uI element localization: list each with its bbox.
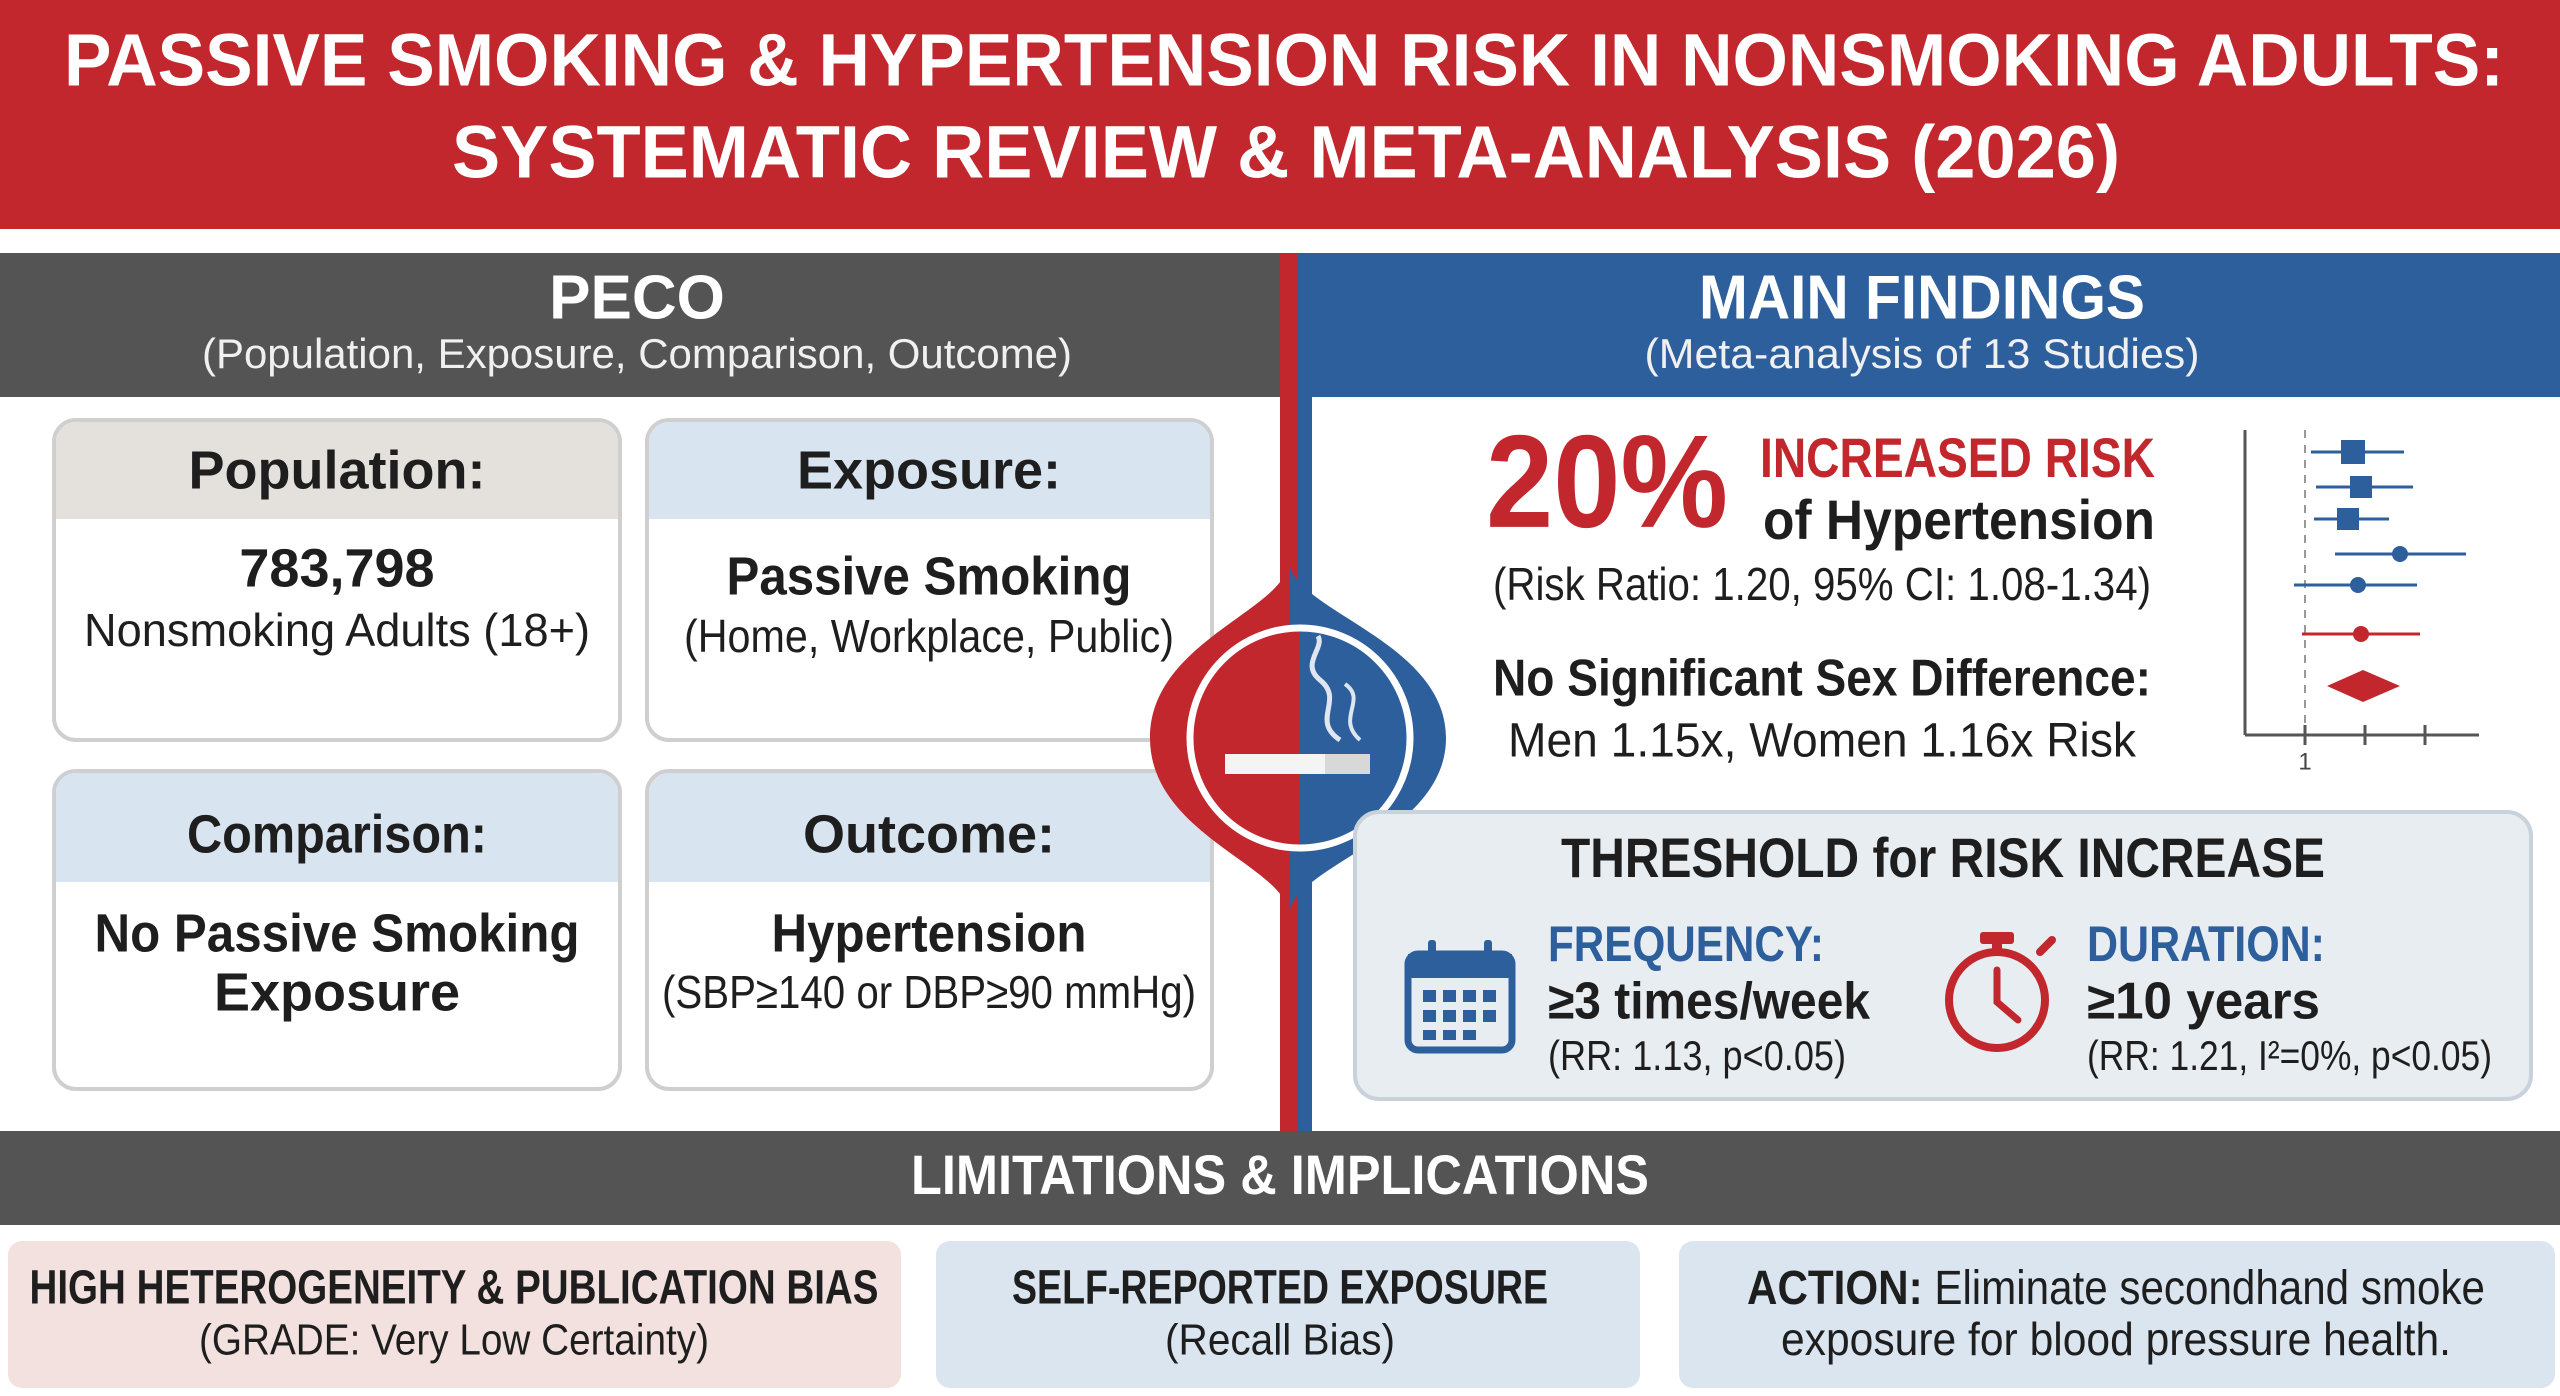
box-header [56, 422, 618, 519]
threshold-label: FREQUENCY: [1548, 916, 1824, 972]
action-text: Eliminate secondhand smoke [1923, 1262, 2485, 1315]
stopwatch-hand [1993, 966, 2022, 1024]
limitation-heading: HIGH HETEROGENEITY & PUBLICATION BIAS [30, 1262, 879, 1315]
headline-text: of Hypertension [1763, 488, 2155, 551]
no-smoking-emblem [1150, 560, 1446, 916]
emblem-right [1289, 560, 1446, 916]
action-card [1679, 1241, 2555, 1388]
calendar-ring [1428, 940, 1436, 964]
title-line: SYSTEMATIC REVIEW & META-ANALYSIS (2026) [452, 111, 2120, 194]
smoke [1309, 634, 1342, 743]
peco-box: Outcome: Hypertension (SBP≥140 or DBP≥90… [645, 769, 1214, 1091]
threshold-label: DURATION: [2087, 916, 2325, 972]
threshold-stats: (RR: 1.21, I²=0%, p<0.05) [2087, 1032, 2492, 1079]
limitation-card [8, 1241, 901, 1388]
section-title: PECO [549, 263, 725, 332]
box-value: 783,798 [239, 538, 434, 598]
study-estimate [2392, 546, 2408, 562]
forest-plot: 1 [2243, 430, 2479, 775]
box-label: Exposure: [797, 440, 1061, 500]
calendar-icon [1404, 940, 1516, 1054]
peco-header [0, 253, 1290, 397]
headline-text: INCREASED RISK [1760, 426, 2155, 489]
box-value: Passive Smoking [727, 546, 1132, 606]
peco-box: Exposure: Passive Smoking (Home, Workpla… [645, 418, 1214, 742]
box-header [649, 422, 1210, 519]
limitation-detail: (Recall Bias) [1165, 1316, 1395, 1365]
box-label: Outcome: [803, 804, 1055, 864]
stopwatch-stem [1992, 942, 2002, 954]
title-bar [0, 0, 2560, 229]
section-subtitle: (Population, Exposure, Comparison, Outco… [202, 330, 1072, 377]
study-estimate [2350, 476, 2372, 498]
box-text: Nonsmoking Adults (18+) [84, 604, 590, 656]
threshold-stats: (RR: 1.13, p<0.05) [1548, 1032, 1846, 1079]
section-title: MAIN FINDINGS [1699, 263, 2145, 332]
peco-box: Comparison: No Passive Smoking Exposure [52, 769, 622, 1091]
findings-header [1298, 253, 2560, 397]
study-estimate [2337, 508, 2359, 530]
box-value: Hypertension [772, 903, 1087, 963]
calendar-top [1408, 954, 1512, 978]
limitation-detail: (GRADE: Very Low Certainty) [199, 1316, 709, 1365]
study-estimate [2350, 577, 2366, 593]
title-line: PASSIVE SMOKING & HYPERTENSION RISK IN N… [64, 19, 2504, 102]
box-value: No Passive Smoking [95, 903, 580, 963]
sex-detail: Men 1.15x, Women 1.16x Risk [1508, 715, 2137, 768]
emblem-inner-left [1190, 628, 1300, 848]
action-line: ACTION: Eliminate secondhand smoke [1747, 1262, 2485, 1315]
threshold-value: ≥3 times/week [1548, 973, 1870, 1031]
stopwatch-crown [2036, 936, 2056, 956]
risk-ratio: (Risk Ratio: 1.20, 95% CI: 1.08-1.34) [1493, 558, 2151, 610]
stopwatch-button [1980, 932, 2014, 944]
box-text: (SBP≥140 or DBP≥90 mmHg) [662, 966, 1196, 1018]
cigarette-tip [1325, 754, 1370, 774]
smoke [1343, 682, 1362, 742]
box-text: (Home, Workplace, Public) [684, 610, 1174, 662]
limitations-title: LIMITATIONS & IMPLICATIONS [911, 1143, 1649, 1206]
stopwatch-icon [1945, 932, 2056, 1052]
headline-value: 20% [1486, 408, 1728, 555]
study-estimate [2341, 440, 2365, 464]
box-label: Comparison: [187, 804, 487, 864]
threshold-title: THRESHOLD for RISK INCREASE [1561, 826, 2325, 889]
limitation-card [936, 1241, 1640, 1388]
threshold-box [1353, 810, 2533, 1101]
action-text: exposure for blood pressure health. [1781, 1313, 2451, 1365]
sex-heading: No Significant Sex Difference: [1493, 650, 2151, 708]
calendar-days [1423, 990, 1496, 1040]
peco-box: Population: 783,798 Nonsmoking Adults (1… [52, 418, 622, 742]
action-label: ACTION: [1747, 1262, 1923, 1315]
limitation-heading: SELF-REPORTED EXPOSURE [1012, 1262, 1548, 1315]
threshold-value: ≥10 years [2087, 973, 2320, 1031]
pooled-estimate [2327, 670, 2400, 702]
axis-tick-label: 1 [2298, 748, 2311, 775]
section-subtitle: (Meta-analysis of 13 Studies) [1645, 330, 2200, 377]
box-header [649, 773, 1210, 882]
study-estimate [2353, 626, 2369, 642]
box-label: Population: [189, 440, 486, 500]
box-header [56, 773, 618, 882]
calendar-ring [1484, 940, 1492, 964]
box-value: Exposure [214, 962, 460, 1022]
emblem-ring [1186, 624, 1414, 852]
cigarette [1225, 754, 1355, 774]
limitations-band [0, 1131, 2560, 1225]
